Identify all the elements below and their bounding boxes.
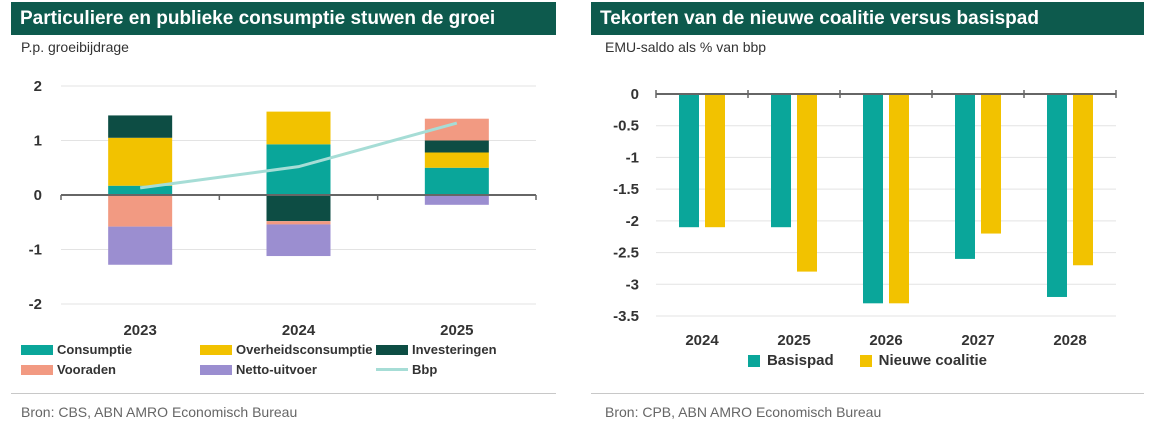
left-y-tick-label: 1 bbox=[34, 133, 42, 150]
left-source-divider bbox=[11, 393, 556, 394]
bar-investeringen-2024 bbox=[266, 195, 331, 222]
legend-label-consumptie: Consumptie bbox=[57, 342, 133, 357]
right-x-tick-label: 2027 bbox=[961, 332, 994, 349]
bar-investeringen-2023 bbox=[108, 115, 173, 138]
right-chart-legend: Basispad Nieuwe coalitie bbox=[591, 352, 1144, 369]
legend-swatch-bbp bbox=[376, 368, 408, 371]
right-x-tick-label: 2025 bbox=[777, 332, 810, 349]
left-y-tick-label: 0 bbox=[34, 187, 42, 204]
legend-label-basispad: Basispad bbox=[766, 352, 834, 369]
left-y-tick-label: -2 bbox=[29, 296, 42, 313]
right-x-tick-label: 2028 bbox=[1053, 332, 1086, 349]
bar-basispad-2027 bbox=[955, 94, 975, 259]
right-y-tick-label: -2 bbox=[626, 213, 639, 230]
legend-item-netto-uitvoer: Netto-uitvoer bbox=[200, 362, 317, 377]
right-x-tick-label: 2026 bbox=[869, 332, 902, 349]
bar-netto_uitvoer-2023 bbox=[108, 226, 173, 265]
legend-swatch-nieuwe-coalitie bbox=[859, 354, 872, 367]
left-x-tick-label: 2023 bbox=[123, 322, 156, 339]
legend-item-nieuwe-coalitie: Nieuwe coalitie bbox=[859, 352, 988, 369]
legend-item-basispad: Basispad bbox=[747, 352, 834, 369]
bar-consumptie-2025 bbox=[424, 167, 489, 195]
left-x-tick-label: 2025 bbox=[440, 322, 473, 339]
legend-item-consumptie: Consumptie bbox=[21, 342, 132, 357]
bar-basispad-2025 bbox=[771, 94, 791, 228]
right-y-tick-label: 0 bbox=[631, 86, 639, 103]
legend-item-vooraden: Vooraden bbox=[21, 362, 116, 377]
bar-overheidsconsumptie-2024 bbox=[266, 111, 331, 145]
right-y-tick-label: -1.5 bbox=[613, 181, 639, 198]
legend-label-investeringen: Investeringen bbox=[412, 342, 497, 357]
bar-vooraden-2025 bbox=[424, 118, 489, 141]
right-source-divider bbox=[591, 393, 1144, 394]
bar-investeringen-2025 bbox=[424, 140, 489, 153]
right-chart-subtitle: EMU-saldo als % van bbp bbox=[605, 39, 767, 55]
bar-vooraden-2024 bbox=[266, 221, 331, 225]
right-x-tick-label: 2024 bbox=[685, 332, 719, 349]
left-chart-panel: Particuliere en publieke consumptie stuw… bbox=[11, 0, 556, 428]
bar-netto_uitvoer-2025 bbox=[424, 195, 489, 205]
legend-swatch-basispad bbox=[747, 354, 760, 367]
bar-basispad-2024 bbox=[679, 94, 699, 228]
bar-nieuwe_coalitie-2025 bbox=[797, 94, 817, 272]
legend-label-nieuwe-coalitie: Nieuwe coalitie bbox=[878, 352, 988, 369]
legend-item-overheidsconsumptie: Overheidsconsumptie bbox=[200, 342, 373, 357]
left-x-tick-label: 2024 bbox=[282, 322, 316, 339]
bar-basispad-2026 bbox=[863, 94, 883, 304]
legend-swatch-netto-uitvoer bbox=[200, 364, 232, 375]
legend-label-overheidsconsumptie: Overheidsconsumptie bbox=[236, 342, 373, 357]
right-chart-plot: 0 -0.5 -1 -1.5 -2 -2.5 -3 -3.5 2024 2025 2026 2027 2… bbox=[613, 86, 1117, 349]
bar-overheidsconsumptie-2025 bbox=[424, 152, 489, 168]
bar-nieuwe_coalitie-2024 bbox=[705, 94, 725, 228]
left-chart-title: Particuliere en publieke consumptie stuw… bbox=[11, 2, 556, 35]
bar-overheidsconsumptie-2023 bbox=[108, 137, 173, 186]
legend-label-bbp: Bbp bbox=[412, 362, 438, 377]
bar-consumptie-2023 bbox=[108, 185, 173, 195]
legend-label-netto-uitvoer: Netto-uitvoer bbox=[236, 362, 317, 377]
bar-nieuwe_coalitie-2028 bbox=[1073, 94, 1093, 266]
right-y-tick-label: -3.5 bbox=[613, 308, 639, 325]
left-y-tick-label: -1 bbox=[29, 242, 42, 259]
legend-swatch-vooraden bbox=[21, 364, 53, 375]
left-chart-plot: 2 1 0 -1 -2 2023 2024 2025 bbox=[29, 78, 537, 339]
right-y-tick-label: -0.5 bbox=[613, 118, 639, 135]
legend-swatch-overheidsconsumptie bbox=[200, 344, 232, 355]
left-y-tick-label: 2 bbox=[34, 78, 42, 95]
left-chart-subtitle: P.p. groeibijdrage bbox=[21, 39, 129, 55]
right-y-tick-label: -3 bbox=[626, 276, 639, 293]
legend-swatch-consumptie bbox=[21, 344, 53, 355]
line-bbp bbox=[139, 121, 458, 190]
right-chart-panel: Tekorten van de nieuwe coalitie versus b… bbox=[591, 0, 1144, 428]
bar-nieuwe_coalitie-2026 bbox=[889, 94, 909, 304]
left-chart-source: Bron: CBS, ABN AMRO Economisch Bureau bbox=[21, 404, 298, 420]
legend-item-investeringen: Investeringen bbox=[376, 342, 497, 357]
bar-netto_uitvoer-2024 bbox=[266, 224, 331, 257]
bar-nieuwe_coalitie-2027 bbox=[981, 94, 1001, 234]
right-chart-source: Bron: CPB, ABN AMRO Economisch Bureau bbox=[605, 404, 882, 420]
right-y-tick-label: -1 bbox=[626, 149, 639, 166]
legend-label-vooraden: Vooraden bbox=[57, 362, 116, 377]
right-chart-title: Tekorten van de nieuwe coalitie versus b… bbox=[591, 2, 1144, 35]
legend-item-bbp: Bbp bbox=[376, 362, 437, 377]
bar-vooraden-2023 bbox=[108, 195, 173, 227]
legend-swatch-investeringen bbox=[376, 344, 408, 355]
right-y-tick-label: -2.5 bbox=[613, 245, 639, 262]
bar-basispad-2028 bbox=[1047, 94, 1067, 297]
